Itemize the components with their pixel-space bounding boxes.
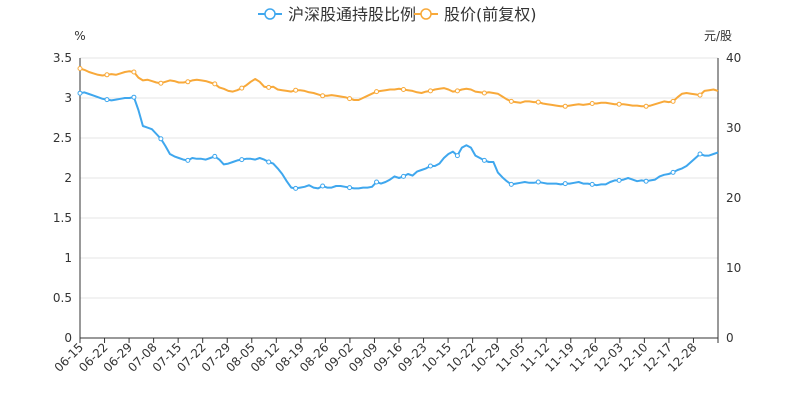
left-tick-label: 0 xyxy=(64,331,72,345)
series-point-0[interactable] xyxy=(508,181,514,187)
series-point-1[interactable] xyxy=(589,101,595,106)
series-point-0[interactable] xyxy=(589,181,595,187)
series-point-0[interactable] xyxy=(185,157,191,163)
series-group xyxy=(77,66,719,191)
series-point-0[interactable] xyxy=(266,159,272,165)
axes xyxy=(79,58,719,339)
right-tick-label: 30 xyxy=(726,121,741,135)
series-point-0[interactable] xyxy=(643,178,649,184)
series-line-1 xyxy=(79,67,719,108)
series-point-0[interactable] xyxy=(481,157,487,163)
left-axis-ticks: 0 0.5 1 1.5 2 2.5 3 3.5 xyxy=(53,51,72,345)
series-point-1[interactable] xyxy=(454,88,460,94)
series-point-1[interactable] xyxy=(643,103,649,109)
series-point-1[interactable] xyxy=(535,99,541,105)
left-tick-label: 3.5 xyxy=(53,51,72,65)
series-point-1[interactable] xyxy=(427,88,433,94)
series-point-1[interactable] xyxy=(266,84,272,90)
series-point-0[interactable] xyxy=(131,94,137,100)
x-axis-ticks: 06-1506-2206-2907-0807-1507-2207-2908-05… xyxy=(52,338,719,375)
legend-label: 沪深股通持股比例 xyxy=(288,5,416,24)
series-point-0[interactable] xyxy=(454,153,460,159)
legend-marker-icon xyxy=(420,8,432,20)
series-point-0[interactable] xyxy=(535,179,541,185)
series-point-1[interactable] xyxy=(212,81,218,87)
series-point-1[interactable] xyxy=(508,98,514,104)
gridlines xyxy=(80,57,718,299)
series-point-1[interactable] xyxy=(400,87,406,92)
left-tick-label: 2.5 xyxy=(53,131,72,145)
left-tick-label: 2 xyxy=(64,171,72,185)
series-point-1[interactable] xyxy=(131,69,137,75)
series-line-0 xyxy=(79,91,719,190)
legend-label: 股价(前复权) xyxy=(444,5,537,24)
series-point-1[interactable] xyxy=(77,66,83,71)
series-point-1[interactable] xyxy=(670,98,676,104)
left-tick-label: 0.5 xyxy=(53,291,72,305)
left-tick-label: 1.5 xyxy=(53,211,72,225)
right-tick-label: 10 xyxy=(726,261,741,275)
left-axis-unit: % xyxy=(74,29,85,43)
right-tick-label: 40 xyxy=(726,51,741,65)
right-tick-label: 20 xyxy=(726,191,741,205)
series-point-1[interactable] xyxy=(104,72,110,78)
series-point-1[interactable] xyxy=(293,87,299,93)
series-point-1[interactable] xyxy=(320,93,326,99)
series-point-0[interactable] xyxy=(212,153,218,159)
legend-marker-icon xyxy=(264,8,276,20)
series-point-1[interactable] xyxy=(158,80,164,86)
series-point-1[interactable] xyxy=(616,101,622,107)
right-axis-unit: 元/股 xyxy=(704,29,732,43)
series-point-0[interactable] xyxy=(293,185,299,191)
series-point-0[interactable] xyxy=(77,90,83,96)
series-point-1[interactable] xyxy=(185,79,191,85)
legend-item-0[interactable]: 沪深股通持股比例 xyxy=(258,5,416,24)
right-axis-ticks: 0 10 20 30 40 xyxy=(726,51,741,345)
series-point-0[interactable] xyxy=(400,173,406,179)
series-point-0[interactable] xyxy=(670,169,676,175)
series-point-0[interactable] xyxy=(374,179,380,185)
series-point-0[interactable] xyxy=(158,136,164,142)
series-point-1[interactable] xyxy=(562,103,568,109)
series-point-1[interactable] xyxy=(374,89,380,95)
series-point-0[interactable] xyxy=(347,185,353,191)
series-point-1[interactable] xyxy=(239,85,245,91)
legend: 沪深股通持股比例 股价(前复权) xyxy=(258,5,537,24)
series-point-0[interactable] xyxy=(562,181,568,187)
left-tick-label: 1 xyxy=(64,251,72,265)
series-point-0[interactable] xyxy=(697,151,703,157)
series-point-1[interactable] xyxy=(347,96,353,102)
series-point-1[interactable] xyxy=(697,92,703,98)
series-point-0[interactable] xyxy=(320,183,326,189)
series-point-1[interactable] xyxy=(481,90,487,96)
left-tick-label: 3 xyxy=(64,91,72,105)
series-point-0[interactable] xyxy=(427,163,433,169)
right-tick-label: 0 xyxy=(726,331,734,345)
legend-item-1[interactable]: 股价(前复权) xyxy=(414,5,537,24)
series-point-0[interactable] xyxy=(616,177,622,183)
series-point-0[interactable] xyxy=(104,97,110,103)
series-point-0[interactable] xyxy=(239,157,245,163)
